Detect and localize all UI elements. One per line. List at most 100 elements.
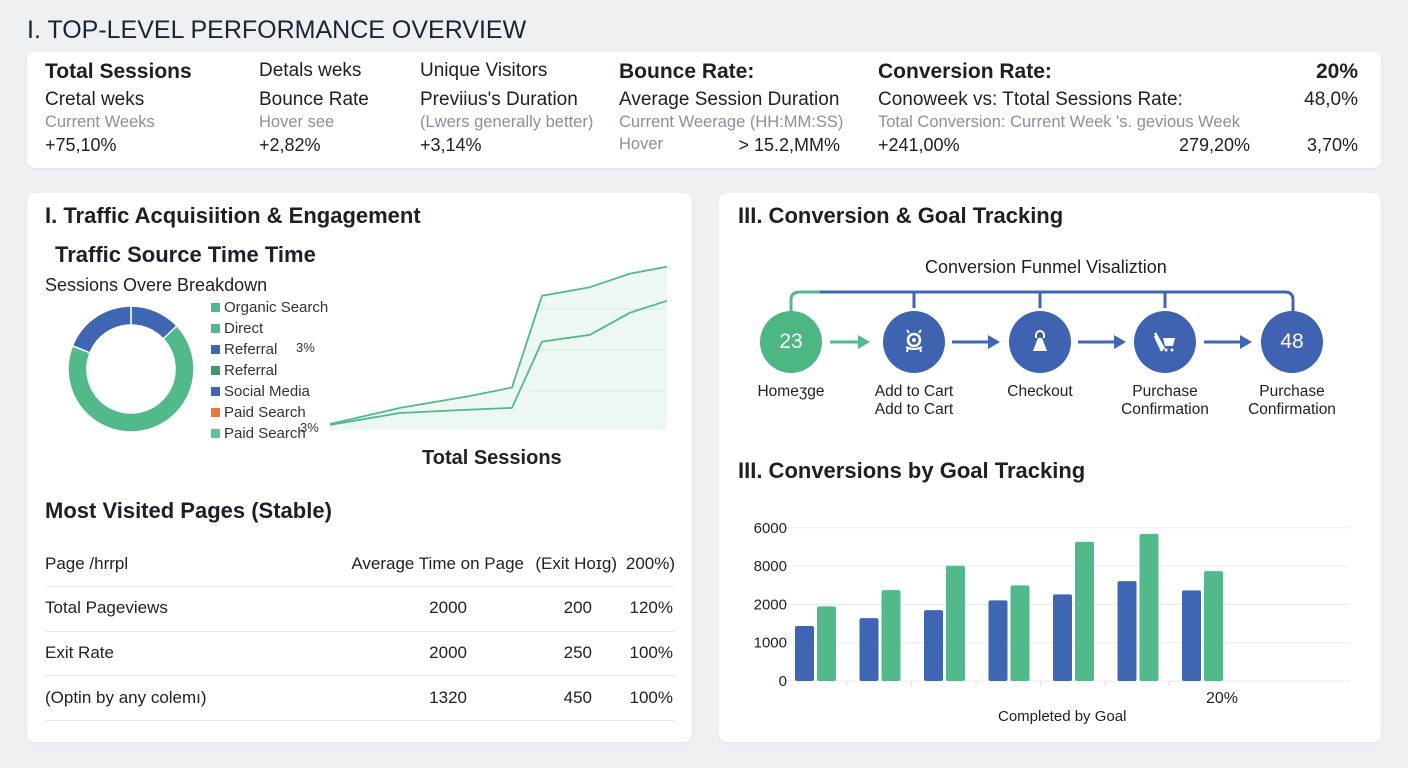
kpi-subtitle: Bounce Rate [259, 89, 369, 110]
kpi-change: 3,70% [1306, 135, 1358, 155]
legend-swatch [211, 366, 220, 375]
series-line[interactable] [329, 265, 668, 425]
kpi-change: +241,00% [878, 135, 960, 155]
funnel-step[interactable] [883, 311, 945, 373]
table-cell: 120% [629, 598, 673, 617]
traffic-donut-chart [67, 305, 195, 433]
kpi-title: Bounce Rate: [619, 60, 755, 83]
bar-blue[interactable] [1117, 581, 1137, 681]
legend-item[interactable]: Direct [211, 320, 263, 337]
legend-label: Paid Search [224, 425, 306, 442]
table-cell: 100% [629, 688, 673, 707]
kpi-change: +3,14% [420, 135, 482, 155]
kpi-change: +75,10% [45, 135, 117, 155]
kpi-title: Total Sessions [45, 60, 192, 83]
legend-swatch [211, 408, 220, 417]
legend-item[interactable]: Organic Search [211, 299, 328, 316]
legend-item[interactable]: Paid Search [211, 425, 306, 442]
cart-robot-icon [899, 327, 929, 357]
funnel-connectors [789, 290, 1295, 349]
legend-swatch [211, 387, 220, 396]
funnel-step[interactable] [1009, 311, 1071, 373]
legend-item[interactable]: Social Media [211, 383, 310, 400]
bar-blue[interactable] [859, 618, 879, 681]
bar-green[interactable] [1075, 541, 1094, 681]
kpi-caption: Hover see [259, 113, 335, 131]
row-divider [45, 675, 675, 676]
table-cell: Exit Rate [45, 643, 114, 662]
kpi-caption: Total Conversion: Current Week 's. gevio… [878, 113, 1241, 131]
bar-green[interactable] [946, 565, 965, 681]
legend-swatch [211, 429, 220, 438]
lock-bag-icon [1025, 327, 1055, 357]
table-cell: 200 [563, 598, 592, 617]
table-header[interactable]: Page /hrrpl [45, 554, 129, 573]
kpi-change: +2,82% [259, 135, 321, 155]
legend-item[interactable]: Paid Search [211, 404, 306, 421]
kpi-title: Conversion Rate: [878, 60, 1052, 83]
table-cell: 2000 [429, 643, 467, 662]
bar-blue[interactable] [795, 626, 814, 681]
bar-annotation: 20% [1206, 690, 1239, 707]
funnel-step-value: 48 [1280, 330, 1304, 353]
table-cell: 1320 [429, 688, 467, 707]
kpi-hover-label[interactable]: Hover [619, 135, 664, 153]
bar-blue[interactable] [1182, 590, 1201, 681]
funnel-step[interactable]: 23 [760, 311, 822, 373]
kpi-caption: Current Weeks [45, 113, 155, 131]
kpi-value: 48,0% [1304, 89, 1358, 110]
funnel-step-label: Homeʒge [757, 383, 825, 400]
donut-title: Sessions Overe Breakdown [45, 275, 268, 295]
legend-swatch [211, 303, 220, 312]
row-divider [45, 631, 675, 632]
bar-green[interactable] [1204, 571, 1223, 681]
bar-green[interactable] [1010, 585, 1030, 681]
bar-blue[interactable] [924, 610, 943, 681]
funnel-step-value: 23 [779, 330, 803, 353]
kpi-caption: (Lwers generally better) [420, 113, 594, 131]
bar-blue[interactable] [1053, 594, 1072, 681]
funnel-step-label: Add to Cart Add to Cart [874, 383, 954, 418]
row-divider [45, 586, 675, 587]
page-title: I. TOP-LEVEL PERFORMANCE OVERVIEW [27, 16, 527, 44]
sessions-line-chart [329, 265, 668, 430]
bar-green[interactable] [817, 606, 836, 681]
y-tick-label: 1000 [754, 635, 787, 652]
bar-green[interactable] [881, 590, 901, 681]
kpi-title: Detals weks [259, 60, 362, 81]
funnel-step-label: Purchase Confirmation [1121, 383, 1209, 418]
kpi-change: 279,20% [1178, 135, 1250, 155]
donut-slice[interactable] [67, 324, 195, 433]
legend-label: Referral [224, 341, 278, 358]
funnel-step[interactable] [1134, 311, 1196, 373]
shopping-cart-icon [1150, 327, 1180, 357]
legend-item[interactable]: Referral [211, 341, 277, 358]
series-line[interactable] [329, 299, 668, 426]
table-header[interactable]: (Exit Hoɪg) [535, 554, 617, 573]
legend-label: Social Media [224, 383, 310, 400]
kpi-subtitle: Cretal weks [45, 89, 145, 110]
legend-item[interactable]: Referral [211, 362, 277, 379]
legend-label: Paid Search [224, 404, 306, 421]
table-cell: 2000 [429, 598, 467, 617]
table-cell: Total Pageviews [45, 598, 168, 617]
kpi-value: 20% [1315, 60, 1358, 83]
conversion-panel-title: III. Conversion & Goal Tracking [738, 203, 1064, 228]
arrow-icon [1078, 335, 1126, 349]
y-tick-label: 0 [779, 673, 787, 690]
bar-chart-title: III. Conversions by Goal Tracking [738, 458, 1086, 483]
table-header[interactable]: 200%) [625, 554, 675, 573]
bar-blue[interactable] [988, 600, 1008, 681]
funnel-step[interactable]: 48 [1261, 311, 1323, 373]
kpi-caption: Current Weerage (HH:MM:SS) [619, 113, 844, 131]
table-cell: 450 [563, 688, 592, 707]
area-fill [330, 266, 667, 430]
kpi-subtitle: Average Session Duration [619, 89, 840, 110]
bar-xlabel: Completed by Goal [998, 708, 1127, 725]
donut-slice[interactable] [71, 305, 132, 354]
table-header[interactable]: Average Time on Page [351, 554, 524, 573]
y-tick-label: 8000 [754, 558, 787, 575]
bar-green[interactable] [1139, 533, 1159, 681]
kpi-card [27, 52, 1381, 168]
donut-annotation: 3% [300, 420, 319, 435]
